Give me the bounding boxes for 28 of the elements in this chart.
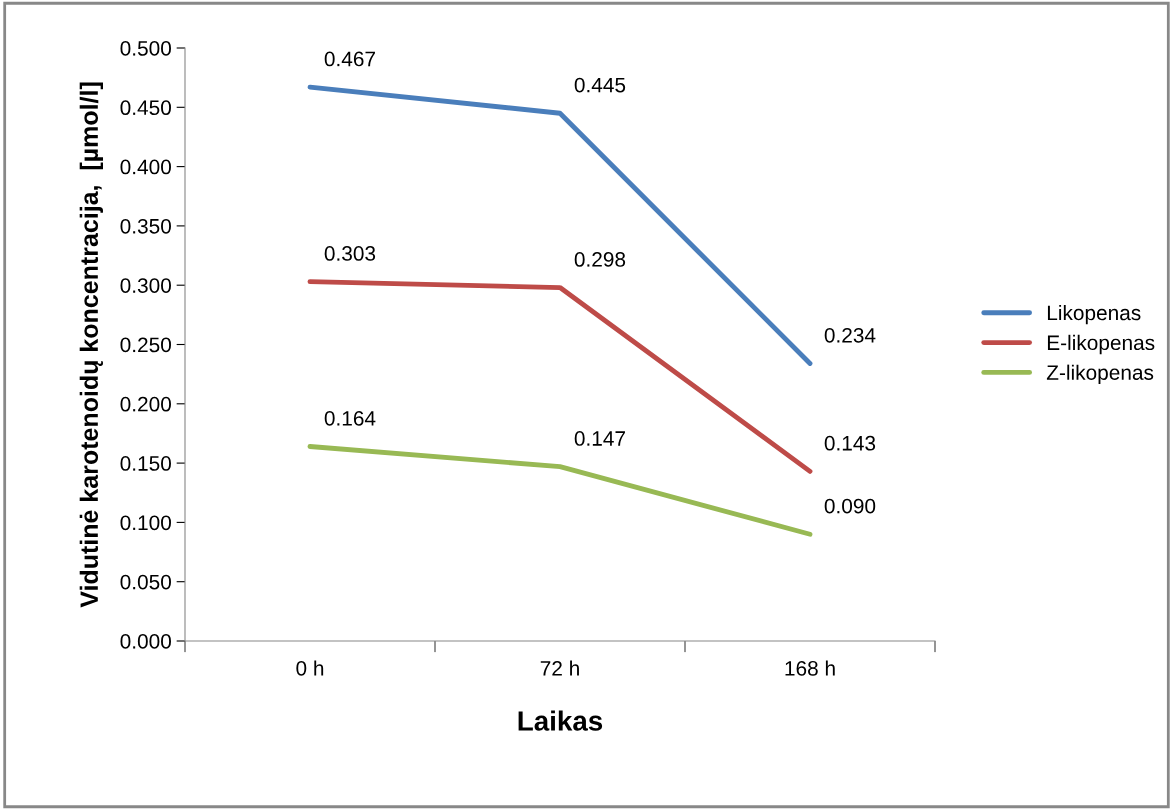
y-tick-label: 0.200 [120,396,171,412]
data-label: 0.298 [574,252,626,267]
y-tick-label: 0.100 [120,515,171,531]
data-label: 0.303 [324,246,376,261]
y-tick-label: 0.300 [120,278,171,293]
y-tick-label: 0.050 [120,574,171,590]
data-label: 0.147 [574,431,625,446]
y-tick-label: 0.500 [120,41,171,56]
x-axis-title: Laikas [518,710,603,731]
x-tick-label: 168 h [785,660,835,676]
legend-label: E-likopenas [1047,334,1155,355]
y-tick-label: 0.000 [120,634,171,649]
y-tick-label: 0.400 [120,159,171,175]
legend-label: Likopenas [1047,304,1141,325]
data-label: 0.090 [824,498,876,514]
y-tick-label: 0.250 [120,337,171,353]
x-tick-label: 72 h [540,660,579,676]
data-label: 0.164 [324,410,376,426]
y-tick-label: 0.350 [120,218,171,234]
data-label: 0.467 [324,51,375,67]
x-tick-label: 0 h [296,660,324,676]
y-tick-label: 0.150 [120,456,171,471]
data-label: 0.445 [574,77,626,93]
y-axis-title: Vidutinė karotenoidų koncentracija, [µmol/l] [79,82,104,608]
data-label: 0.234 [824,327,876,343]
data-label: 0.143 [824,435,876,451]
y-tick-label: 0.450 [120,100,171,116]
legend-label: Z-likopenas [1046,364,1154,385]
